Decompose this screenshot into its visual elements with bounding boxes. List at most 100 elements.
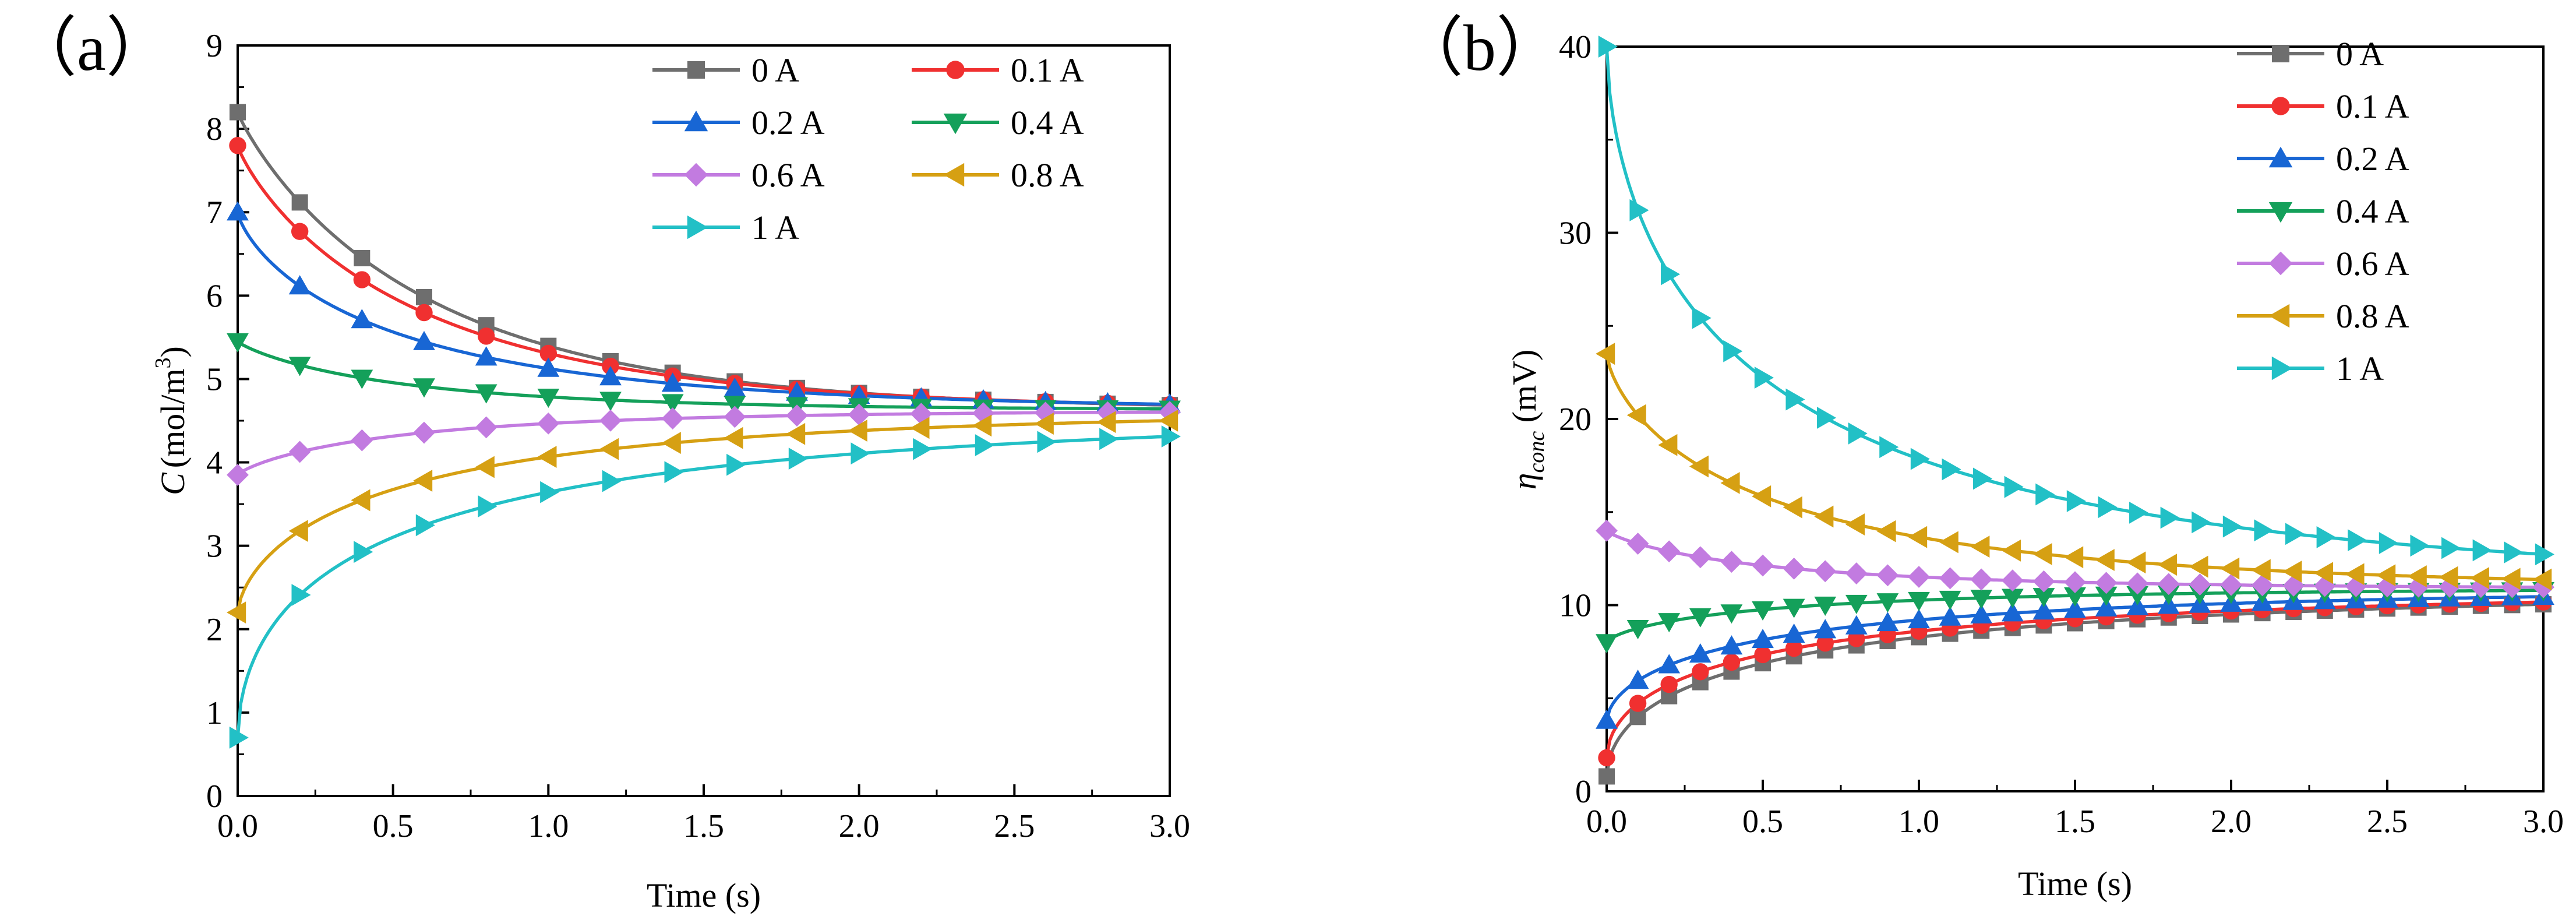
- series-line-0-2A: [236, 212, 1170, 406]
- y-tick-label: 30: [1559, 216, 1592, 252]
- data-point-0-8A: [2157, 554, 2177, 576]
- data-point-0-4A: [351, 369, 373, 389]
- data-point-1A: [1099, 428, 1119, 450]
- data-point-0-2A: [1689, 643, 1712, 663]
- data-point-0-1A: [353, 271, 371, 288]
- data-point-1A: [291, 584, 311, 606]
- data-point-0-8A: [2313, 562, 2333, 584]
- data-point-1A: [2129, 501, 2149, 524]
- legend-marker: [687, 215, 708, 239]
- data-point-0A: [291, 194, 308, 211]
- legend-item: 0.4 A: [912, 104, 1084, 142]
- legend-marker: [2271, 356, 2293, 381]
- data-point-0-1A: [415, 304, 433, 322]
- data-point-0-8A: [848, 420, 867, 442]
- legend-label: 1 A: [751, 209, 799, 246]
- data-point-1A: [478, 495, 497, 517]
- data-point-0-6A: [2313, 575, 2336, 597]
- data-point-1A: [1785, 388, 1805, 411]
- data-point-0-6A: [1689, 546, 1712, 569]
- data-point-1A: [1629, 199, 1649, 221]
- panel-b-markers: [1596, 36, 2554, 785]
- panel-b-x-axis-label: Time (s): [2018, 865, 2132, 903]
- legend-label: 0.6 A: [2336, 245, 2409, 283]
- data-point-1A: [229, 726, 249, 749]
- data-point-0-4A: [2064, 587, 2086, 607]
- legend-marker: [2268, 251, 2293, 276]
- x-tick-label: 0.0: [1586, 804, 1627, 840]
- data-point-1A: [1879, 436, 1899, 459]
- y-tick-label: 9: [206, 28, 223, 64]
- data-point-0-2A: [724, 377, 746, 397]
- data-point-0-6A: [2095, 572, 2118, 594]
- data-point-1A: [664, 461, 684, 484]
- legend-marker: [2268, 202, 2293, 223]
- data-point-1A: [2285, 523, 2305, 545]
- data-point-0-4A: [1626, 619, 1649, 640]
- data-point-1A: [1161, 425, 1181, 448]
- data-point-0-6A: [351, 429, 373, 452]
- data-point-0-4A: [1814, 596, 1837, 616]
- data-point-0-6A: [413, 421, 435, 444]
- data-point-0-8A: [2126, 551, 2146, 574]
- legend-label: 0.2 A: [751, 104, 825, 142]
- data-point-0-8A: [910, 417, 930, 439]
- legend-marker: [2268, 304, 2290, 328]
- data-point-0-8A: [1752, 485, 1772, 508]
- series-line-0-8A: [236, 419, 1170, 613]
- data-point-0-1A: [291, 223, 309, 240]
- data-point-0-1A: [1723, 653, 1741, 671]
- series-line-1A: [236, 435, 1170, 738]
- data-point-1A: [2192, 511, 2211, 534]
- data-point-0-2A: [1876, 612, 1899, 632]
- data-point-0-8A: [1908, 526, 1928, 548]
- x-tick-label: 1.0: [1899, 804, 1939, 840]
- data-point-0-1A: [1660, 675, 1678, 693]
- y-tick-label: 2: [206, 612, 223, 648]
- x-tick-label: 0.0: [217, 808, 258, 844]
- data-point-0-2A: [1596, 709, 1618, 729]
- y-tick-label: 0: [1575, 774, 1592, 810]
- panel-b-ticks: 0.0 0.5 1.0 1.5 2.0 2.5 3.0 0 10 20 30 40: [1559, 29, 2564, 840]
- data-point-0-1A: [1692, 663, 1709, 681]
- data-point-0-2A: [1970, 604, 1993, 623]
- data-point-0-6A: [2126, 572, 2149, 595]
- data-point-0-2A: [1939, 606, 1961, 626]
- data-point-1A: [851, 442, 870, 465]
- data-point-0-4A: [413, 378, 435, 398]
- data-point-0-4A: [1658, 613, 1681, 633]
- data-point-1A: [1910, 448, 1930, 470]
- data-point-1A: [602, 470, 622, 492]
- x-tick-label: 3.0: [2523, 804, 2564, 840]
- data-point-0-8A: [1876, 520, 1896, 542]
- legend-marker: [946, 61, 965, 79]
- y-tick-label: 1: [206, 695, 223, 731]
- data-point-0-6A: [1596, 519, 1618, 542]
- legend-item: 1 A: [2237, 350, 2384, 387]
- data-point-0-4A: [1752, 601, 1774, 621]
- data-point-0-4A: [1970, 590, 1993, 610]
- data-point-0-8A: [2469, 567, 2489, 589]
- data-point-0-2A: [599, 366, 622, 386]
- data-point-0-1A: [539, 344, 557, 362]
- data-point-0-6A: [537, 412, 560, 435]
- panel-a-curves: [236, 111, 1170, 738]
- legend-item: 0.4 A: [2237, 192, 2409, 230]
- data-point-1A: [1598, 36, 1618, 58]
- data-point-0-8A: [2501, 568, 2521, 590]
- x-tick-label: 1.5: [683, 808, 724, 844]
- data-point-0-4A: [1908, 591, 1930, 611]
- data-point-0-4A: [475, 384, 497, 404]
- data-point-0-8A: [1720, 471, 1740, 494]
- data-point-0-8A: [1159, 409, 1178, 432]
- data-point-0-6A: [1658, 540, 1681, 563]
- data-point-0-6A: [2532, 576, 2554, 598]
- x-tick-label: 1.5: [2055, 804, 2095, 840]
- legend-item: 0 A: [652, 51, 799, 89]
- data-point-1A: [2472, 539, 2492, 562]
- legend-label: 0 A: [751, 51, 799, 89]
- data-point-1A: [2504, 541, 2524, 563]
- data-point-1A: [1817, 407, 1837, 429]
- data-point-1A: [1692, 307, 1712, 329]
